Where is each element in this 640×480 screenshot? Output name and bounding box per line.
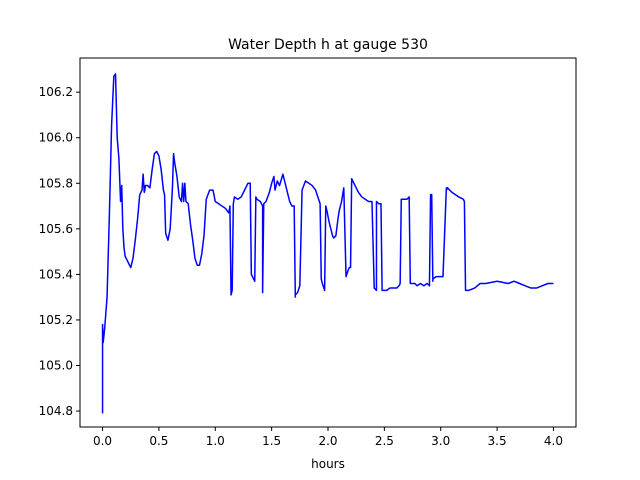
y-tick-label: 105.8 <box>39 176 73 190</box>
x-tick-label: 3.5 <box>488 434 507 448</box>
series-line-0 <box>101 73 554 414</box>
series-layer <box>101 73 554 414</box>
plot-area <box>80 58 576 427</box>
x-tick-label: 2.5 <box>375 434 394 448</box>
x-tick-label: 3.0 <box>431 434 450 448</box>
x-tick-label: 0.5 <box>149 434 168 448</box>
x-axis-label: hours <box>311 457 345 471</box>
y-tick-label: 106.0 <box>39 131 73 145</box>
x-tick-label: 0.0 <box>93 434 112 448</box>
x-axis: 0.0 0.5 1.0 1.5 2.0 2.5 3.0 3.5 4.0 <box>93 427 563 448</box>
x-tick-label: 1.0 <box>206 434 225 448</box>
y-tick-label: 105.6 <box>39 222 73 236</box>
y-tick-label: 104.8 <box>39 404 73 418</box>
x-tick-label: 2.0 <box>318 434 337 448</box>
x-tick-label: 4.0 <box>544 434 563 448</box>
y-tick-label: 105.0 <box>39 359 73 373</box>
y-tick-label: 105.2 <box>39 313 73 327</box>
chart-title: Water Depth h at gauge 530 <box>228 37 428 53</box>
y-tick-label: 105.4 <box>39 267 73 281</box>
x-tick-label: 1.5 <box>262 434 281 448</box>
y-axis: 104.8 105.0 105.2 105.4 105.6 105.8 106.0 106.2 <box>39 85 80 418</box>
y-tick-label: 106.2 <box>39 85 73 99</box>
